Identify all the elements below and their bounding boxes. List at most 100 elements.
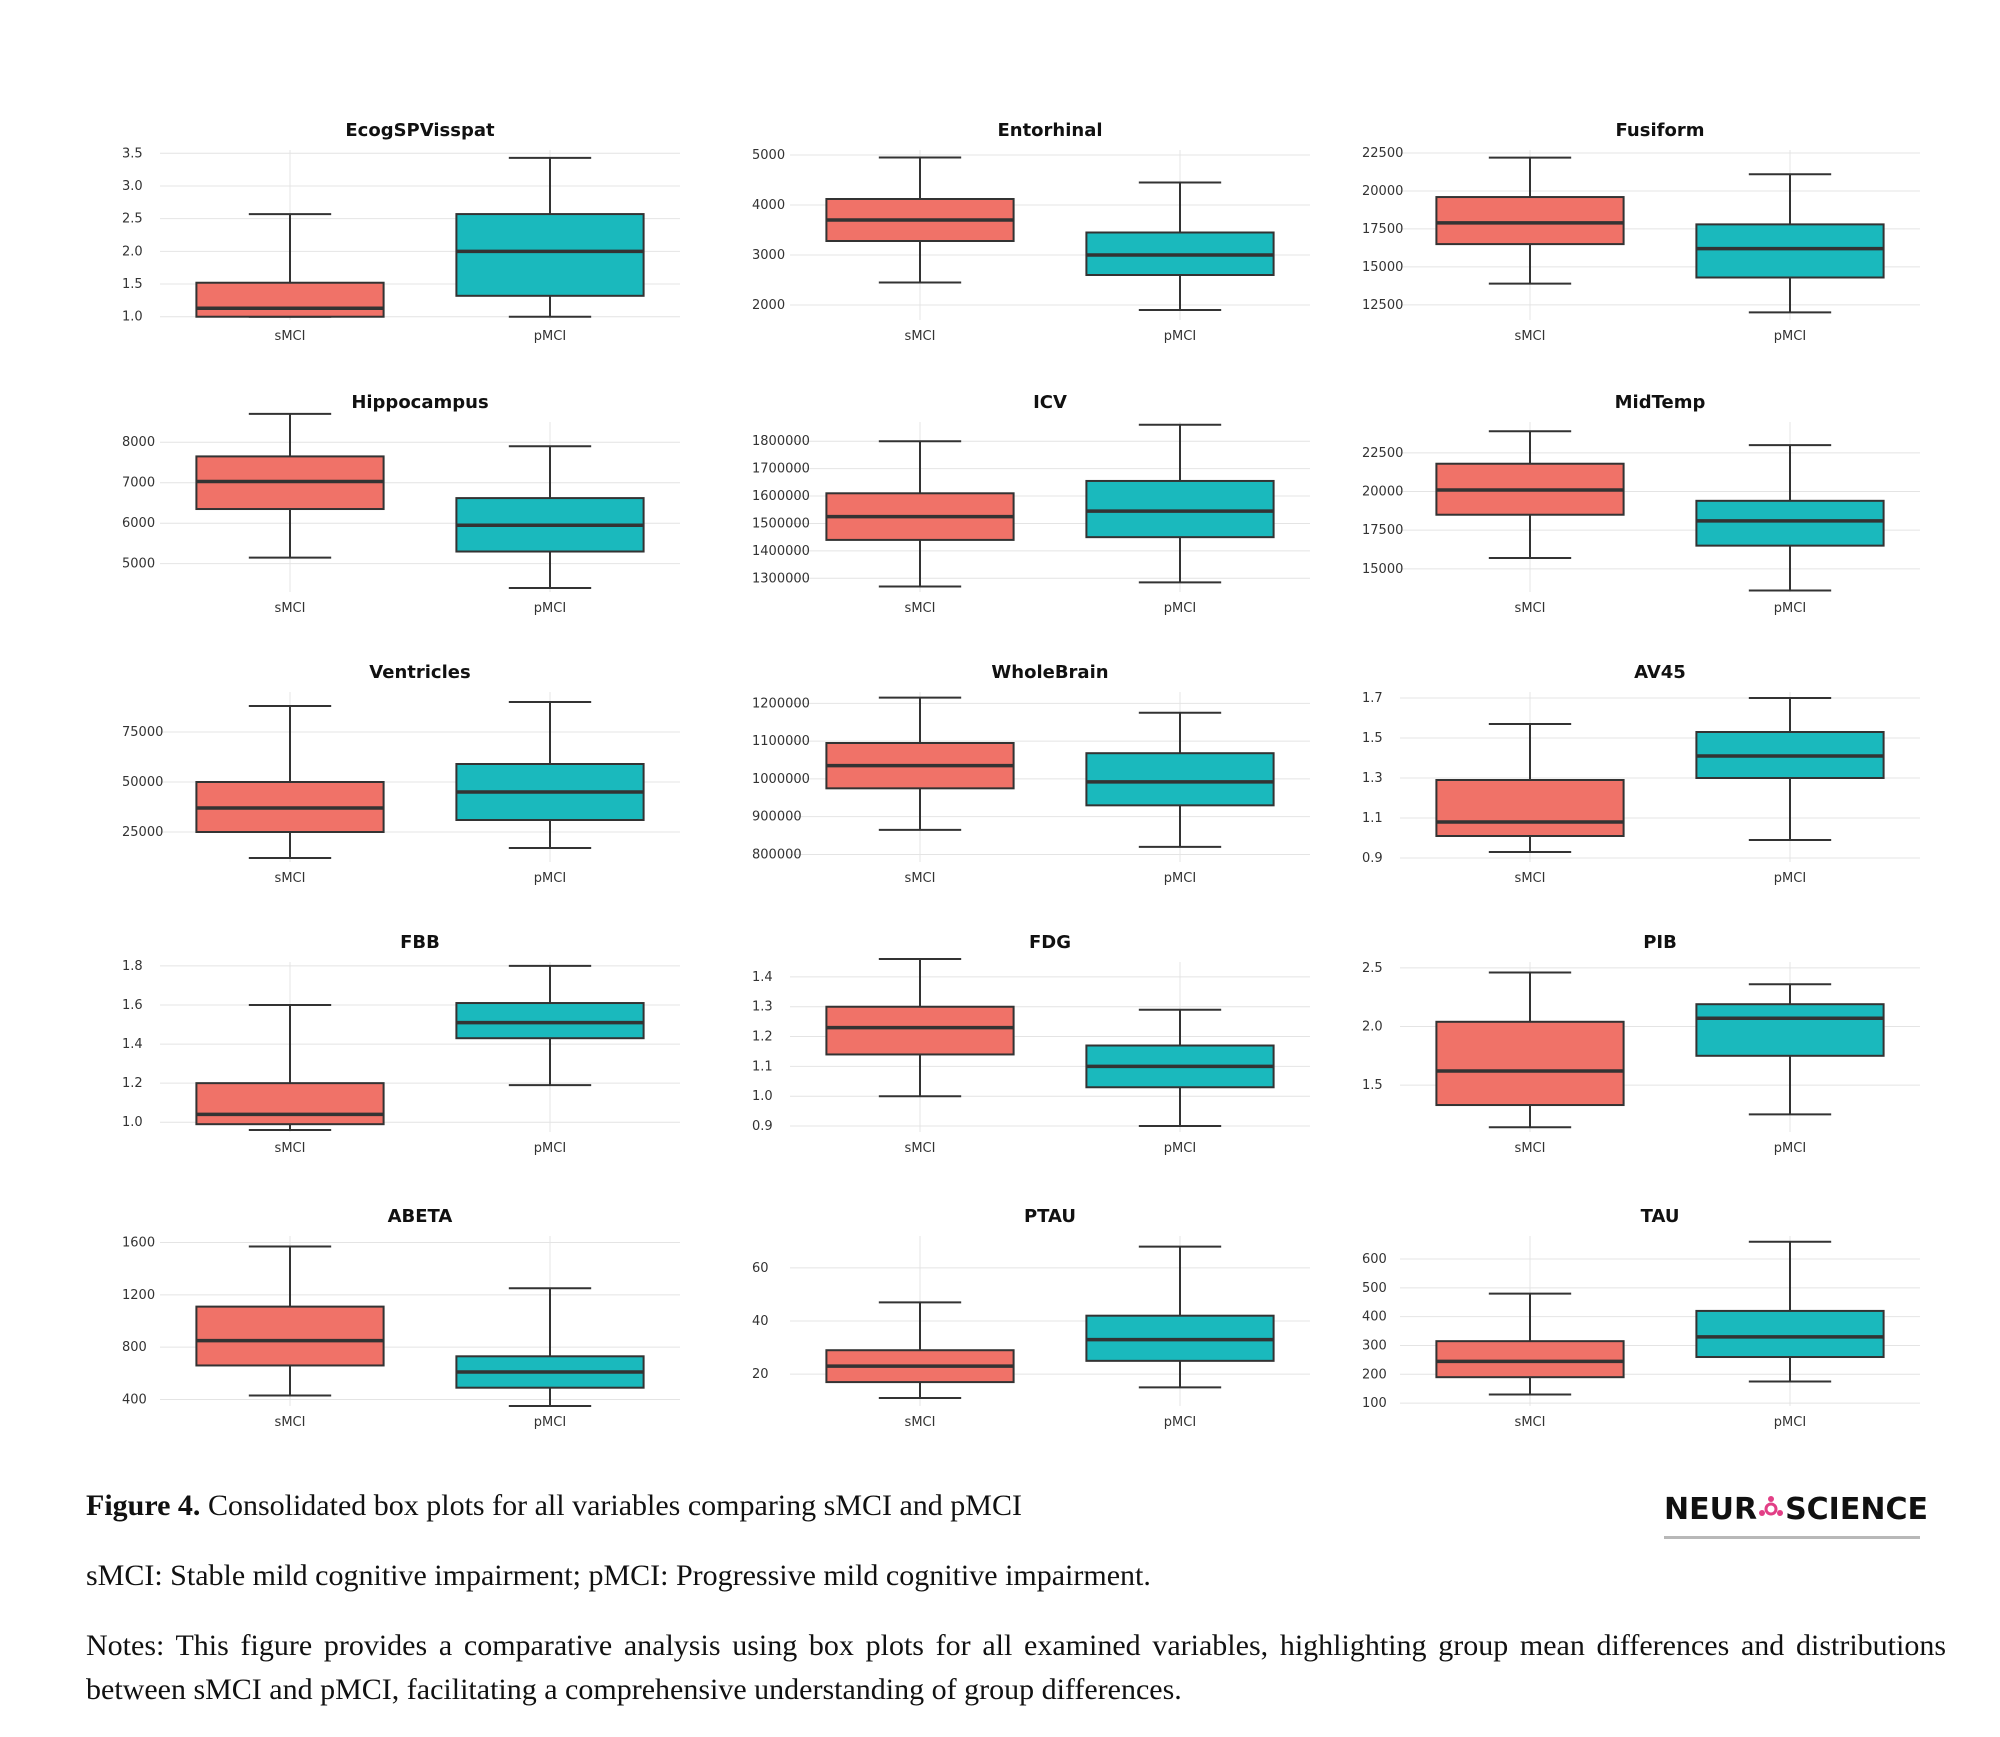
box-iqr: [1695, 1309, 1885, 1359]
box-smci: [1435, 156, 1625, 285]
boxplot-svg-tau: TAU 100 200 300 400 500 600 sMCI pMCI: [1362, 1206, 1920, 1430]
boxplot-ecogspvisspat: EcogSPVisspat 1.0 1.5 2.0 2.5 3.0 3.5 sMCI pMCI: [100, 120, 700, 360]
boxplot-fbb: FBB 1.0 1.2 1.4 1.6 1.8 sMCI pMCI: [100, 932, 700, 1172]
box-pmci: [1085, 423, 1275, 584]
y-tick-label: 17500: [1362, 222, 1403, 237]
panel-title: Fusiform: [1616, 120, 1705, 141]
y-tick-label: 1300000: [752, 571, 810, 586]
boxplot-ptau: PTAU 20 40 60 sMCI pMCI: [730, 1206, 1330, 1446]
y-tick-label: 7000: [122, 476, 155, 491]
figure-caption-text: Consolidated box plots for all variables…: [200, 1489, 1022, 1522]
box-smci: [825, 958, 1015, 1098]
y-tick-label: 1.6: [122, 998, 143, 1013]
panel-title: AV45: [1634, 662, 1686, 683]
box-smci: [195, 705, 385, 859]
y-tick-label: 6000: [122, 516, 155, 531]
boxplot-hippocampus: Hippocampus 5000 6000 7000 8000 sMCI pMCI: [100, 392, 700, 632]
x-category-label: pMCI: [1774, 329, 1806, 344]
x-category-label: pMCI: [534, 1415, 566, 1430]
boxplot-svg-ptau: PTAU 20 40 60 sMCI pMCI: [752, 1206, 1310, 1430]
y-tick-label: 17500: [1362, 523, 1403, 538]
x-category-label: sMCI: [275, 1141, 306, 1156]
y-tick-label: 300: [1362, 1338, 1387, 1353]
box-smci: [195, 1003, 385, 1132]
x-category-label: pMCI: [534, 329, 566, 344]
x-category-label: sMCI: [275, 329, 306, 344]
y-tick-label: 22500: [1362, 446, 1403, 461]
box-smci: [825, 1301, 1015, 1400]
boxplot-fusiform: Fusiform 12500 15000 17500 20000 22500 sMCI pMC…: [1340, 120, 1940, 360]
y-tick-label: 1.7: [1362, 691, 1383, 706]
panel-title: ICV: [1033, 392, 1067, 413]
y-tick-label: 2.0: [1362, 1019, 1383, 1034]
x-category-label: pMCI: [1164, 871, 1196, 886]
y-tick-label: 500: [1362, 1281, 1387, 1296]
y-tick-label: 3.5: [122, 146, 143, 161]
x-category-label: pMCI: [1164, 601, 1196, 616]
panel-title: Hippocampus: [351, 392, 488, 413]
boxplot-svg-hippocampus: Hippocampus 5000 6000 7000 8000 sMCI pMCI: [122, 392, 680, 616]
y-tick-label: 8000: [122, 435, 155, 450]
x-category-label: pMCI: [1164, 1141, 1196, 1156]
y-tick-label: 1000000: [752, 772, 810, 787]
y-tick-label: 1.1: [752, 1059, 773, 1074]
y-tick-label: 20: [752, 1367, 769, 1382]
figure-caption: Figure 4. Consolidated box plots for all…: [86, 1484, 1946, 1528]
x-category-label: sMCI: [905, 1141, 936, 1156]
box-smci: [825, 696, 1015, 831]
y-tick-label: 3000: [752, 248, 785, 263]
y-tick-label: 800: [122, 1340, 147, 1355]
box-smci: [825, 440, 1015, 588]
logo-molecule-icon: [1757, 1495, 1785, 1523]
y-tick-label: 1.4: [752, 970, 773, 985]
panel-title: MidTemp: [1615, 392, 1706, 413]
panel-title: FDG: [1029, 932, 1071, 953]
y-tick-label: 1100000: [752, 734, 810, 749]
y-tick-label: 1.0: [122, 1115, 143, 1130]
y-tick-label: 40: [752, 1314, 769, 1329]
box-plot-grid: EcogSPVisspat 1.0 1.5 2.0 2.5 3.0 3.5 sMCI pMCI E…: [100, 120, 1940, 1446]
y-tick-label: 1700000: [752, 462, 810, 477]
boxplot-entorhinal: Entorhinal 2000 3000 4000 5000 sMCI pMCI: [730, 120, 1330, 360]
y-tick-label: 1.4: [122, 1037, 143, 1052]
x-category-label: sMCI: [905, 1415, 936, 1430]
x-category-label: sMCI: [905, 601, 936, 616]
box-pmci: [1085, 1008, 1275, 1128]
box-iqr: [195, 281, 385, 318]
y-tick-label: 100: [1362, 1396, 1387, 1411]
panel-title: PIB: [1643, 932, 1677, 953]
box-iqr: [1435, 196, 1625, 246]
boxplot-svg-fdg: FDG 0.9 1.0 1.1 1.2 1.3 1.4 sMCI pMCI: [752, 932, 1310, 1156]
box-smci: [1435, 1292, 1625, 1396]
box-pmci: [455, 701, 645, 849]
boxplot-svg-fbb: FBB 1.0 1.2 1.4 1.6 1.8 sMCI pMCI: [122, 932, 680, 1156]
box-pmci: [455, 1287, 645, 1407]
y-tick-label: 50000: [122, 775, 163, 790]
y-tick-label: 1600000: [752, 489, 810, 504]
panel-title: WholeBrain: [991, 662, 1108, 683]
logo-text-part1: NEUR: [1664, 1492, 1758, 1527]
y-tick-label: 0.9: [752, 1119, 773, 1134]
y-tick-label: 1200000: [752, 696, 810, 711]
box-iqr: [1435, 779, 1625, 837]
box-smci: [1435, 971, 1625, 1129]
y-tick-label: 25000: [122, 825, 163, 840]
box-iqr: [195, 1305, 385, 1367]
x-category-label: pMCI: [1774, 601, 1806, 616]
boxplot-svg-fusiform: Fusiform 12500 15000 17500 20000 22500 sMCI pMC…: [1362, 120, 1920, 344]
box-pmci: [455, 156, 645, 318]
box-pmci: [1695, 173, 1885, 314]
y-tick-label: 2.0: [122, 244, 143, 259]
y-tick-label: 900000: [752, 810, 802, 825]
box-pmci: [1085, 711, 1275, 848]
y-tick-label: 5000: [122, 557, 155, 572]
box-pmci: [1695, 983, 1885, 1116]
box-iqr: [1695, 499, 1885, 547]
y-tick-label: 400: [122, 1392, 147, 1407]
y-tick-label: 1500000: [752, 516, 810, 531]
boxplot-tau: TAU 100 200 300 400 500 600 sMCI pMCI: [1340, 1206, 1940, 1446]
y-tick-label: 2.5: [122, 212, 143, 227]
box-iqr: [1435, 1340, 1625, 1379]
box-iqr: [1085, 479, 1275, 539]
y-tick-label: 1.5: [122, 277, 143, 292]
